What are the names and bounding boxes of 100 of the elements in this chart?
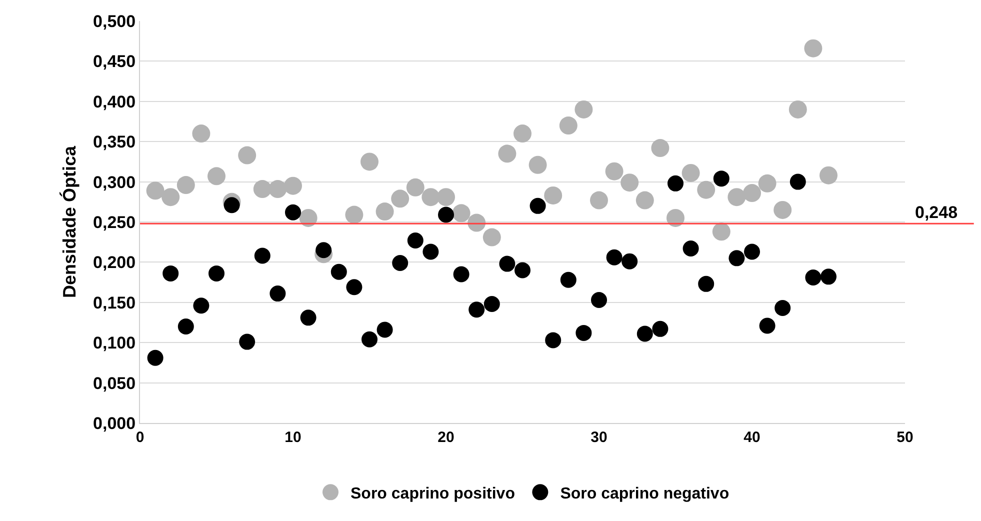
point <box>193 298 210 314</box>
point <box>391 190 410 208</box>
y-tick-label: 0,400 <box>93 92 136 112</box>
point <box>238 146 256 164</box>
x-tick-label: 50 <box>896 429 914 446</box>
point <box>790 174 806 190</box>
point <box>346 279 362 296</box>
point <box>176 176 195 194</box>
point <box>545 332 562 348</box>
point <box>758 174 776 192</box>
y-tick-label: 0,250 <box>93 212 136 232</box>
point <box>804 39 822 58</box>
point <box>636 191 654 210</box>
point <box>330 264 347 280</box>
point <box>788 100 807 118</box>
point <box>697 180 716 199</box>
point <box>499 256 516 272</box>
point <box>239 334 256 350</box>
point <box>254 248 270 264</box>
point <box>774 300 791 316</box>
point <box>606 249 622 266</box>
y-tick-label: 0,200 <box>93 253 136 272</box>
point <box>774 200 792 219</box>
point <box>224 197 240 214</box>
point <box>468 302 485 318</box>
y-tick-label: 0,100 <box>93 334 136 353</box>
point <box>162 188 180 206</box>
point <box>482 228 501 246</box>
y-axis-title: Densidade Óptica <box>59 144 80 298</box>
point <box>407 232 424 248</box>
point <box>345 206 364 224</box>
point <box>744 244 760 260</box>
point <box>253 180 272 198</box>
point <box>147 350 164 366</box>
y-tick-label: 0,350 <box>93 132 136 152</box>
legend-label: Soro caprino negativo <box>560 485 730 502</box>
point <box>300 310 316 326</box>
x-tick-label: 30 <box>590 429 608 446</box>
point <box>422 244 439 260</box>
point <box>652 320 668 337</box>
point <box>376 322 393 338</box>
point <box>514 262 530 278</box>
point <box>376 202 394 221</box>
point <box>530 198 546 214</box>
x-tick-label: 20 <box>438 429 454 446</box>
point <box>392 255 408 271</box>
point <box>591 292 607 308</box>
point <box>712 222 730 241</box>
x-tick-label: 40 <box>744 429 760 446</box>
point <box>299 208 318 227</box>
point <box>284 176 302 195</box>
point <box>668 175 684 192</box>
y-tick-label: 0,450 <box>93 52 136 72</box>
point <box>620 174 639 192</box>
point <box>622 253 638 270</box>
point <box>759 318 776 334</box>
point <box>820 268 836 285</box>
point <box>590 191 608 210</box>
point <box>453 266 470 282</box>
point <box>698 276 714 292</box>
point <box>406 178 424 196</box>
point <box>576 324 592 341</box>
ref-line-label: 0,248 <box>915 203 958 222</box>
x-tick-label: 0 <box>136 429 144 446</box>
point <box>422 188 440 206</box>
y-tick-label: 0,300 <box>93 172 136 192</box>
point <box>651 139 670 158</box>
point <box>285 204 301 220</box>
point <box>743 184 761 202</box>
point <box>574 100 593 118</box>
point <box>805 269 822 286</box>
y-tick-label: 0,500 <box>93 12 136 31</box>
point <box>528 156 547 174</box>
point <box>544 186 562 204</box>
point <box>192 124 210 143</box>
point <box>728 250 745 266</box>
point <box>682 164 700 182</box>
point <box>208 167 226 186</box>
point <box>514 124 532 143</box>
point <box>820 166 838 184</box>
point <box>728 188 746 206</box>
y-tick-label: 0,150 <box>93 293 136 312</box>
point <box>178 318 194 335</box>
point <box>268 180 287 198</box>
point <box>666 208 684 227</box>
point <box>162 265 179 282</box>
point <box>270 286 286 302</box>
point <box>605 162 624 180</box>
point <box>438 206 454 223</box>
point <box>560 272 576 288</box>
point <box>452 204 470 222</box>
point <box>360 152 378 171</box>
point <box>316 242 332 258</box>
point <box>437 188 455 206</box>
point <box>636 326 653 342</box>
y-tick-label: 0,050 <box>93 374 136 393</box>
x-tick-label: 10 <box>284 429 302 446</box>
point <box>498 144 516 163</box>
y-tick-label: 0,000 <box>93 414 136 433</box>
point <box>713 170 730 187</box>
